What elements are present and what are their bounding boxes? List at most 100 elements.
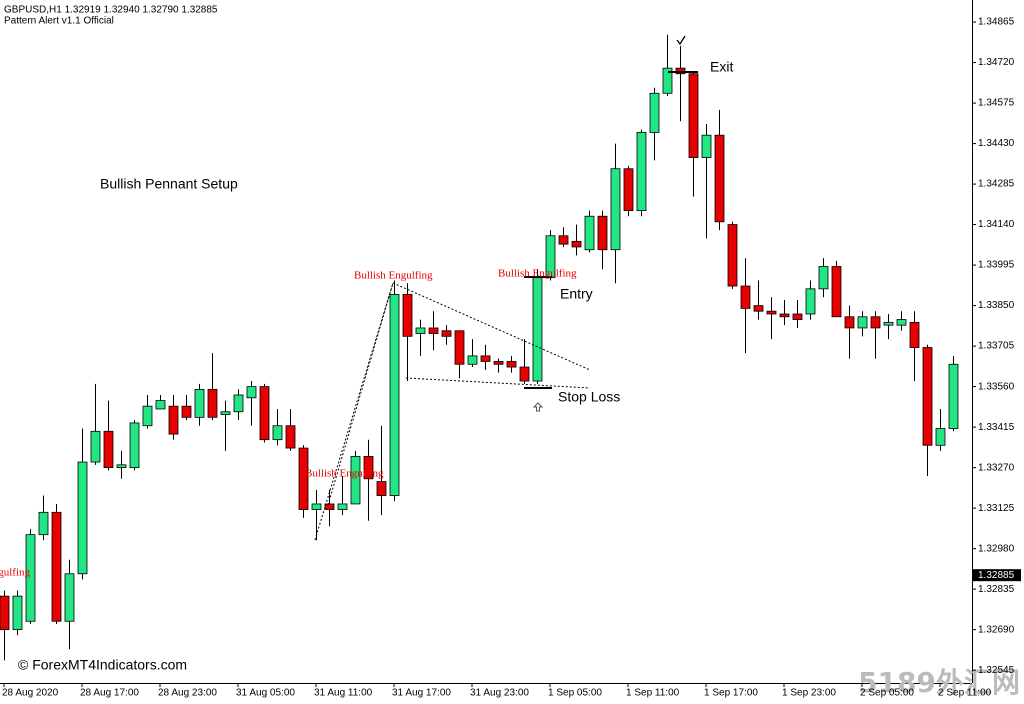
current-price-box bbox=[973, 569, 1021, 582]
candle-body bbox=[480, 355, 491, 362]
x-tick-label: 31 Aug 23:00 bbox=[470, 688, 529, 699]
candle-body bbox=[467, 355, 478, 365]
candle-body bbox=[740, 285, 751, 309]
candle bbox=[90, 383, 101, 465]
candle-body bbox=[610, 168, 621, 251]
candle-body bbox=[727, 224, 738, 287]
y-tick-label: 1.33560 bbox=[978, 381, 1015, 392]
y-tick-label: 1.33995 bbox=[978, 260, 1015, 271]
y-tick-label: 1.32690 bbox=[978, 624, 1015, 635]
candle-body bbox=[363, 456, 374, 480]
candle-body bbox=[337, 503, 348, 510]
y-tick-label: 1.34865 bbox=[978, 17, 1015, 28]
candle bbox=[597, 210, 608, 270]
watermark: 5189外汇网 bbox=[858, 666, 1020, 699]
x-tick-label: 2 Sep 05:00 bbox=[860, 688, 914, 699]
candle-body bbox=[233, 394, 244, 413]
candle-body bbox=[12, 595, 23, 631]
current-price-label: 1.32885 bbox=[978, 570, 1015, 581]
candle bbox=[454, 330, 465, 379]
candle-body bbox=[870, 316, 881, 329]
y-tick-label: 1.32835 bbox=[978, 584, 1015, 595]
candle bbox=[571, 224, 582, 256]
candle bbox=[532, 269, 543, 384]
candle bbox=[831, 260, 842, 318]
candle-body bbox=[493, 361, 504, 365]
candle-body bbox=[831, 266, 842, 318]
candle bbox=[64, 559, 75, 650]
x-tick-label: 1 Sep 23:00 bbox=[782, 688, 836, 699]
candle bbox=[805, 280, 816, 320]
x-tick-label: 1 Sep 11:00 bbox=[626, 688, 680, 699]
candle-body bbox=[948, 363, 959, 429]
candle-body bbox=[103, 430, 114, 469]
candle-body bbox=[506, 361, 517, 368]
candle-body bbox=[662, 67, 673, 94]
candle-body bbox=[415, 327, 426, 334]
candle-body bbox=[181, 405, 192, 418]
candle bbox=[701, 124, 712, 239]
candle-body bbox=[129, 422, 140, 469]
candle bbox=[857, 311, 868, 337]
candle bbox=[298, 445, 309, 518]
candle-body bbox=[636, 132, 647, 212]
candle bbox=[428, 311, 439, 351]
candle bbox=[376, 425, 387, 516]
stop-loss-label: Stop Loss bbox=[558, 389, 620, 405]
candle bbox=[272, 408, 283, 446]
candle-body bbox=[428, 327, 439, 334]
candle-body bbox=[766, 310, 777, 315]
symbol-line: GBPUSD,H1 1.32919 1.32940 1.32790 1.3288… bbox=[4, 5, 218, 16]
plot bbox=[0, 34, 959, 661]
candle-body bbox=[909, 321, 920, 348]
candle bbox=[844, 305, 855, 359]
candle bbox=[350, 450, 361, 505]
candle bbox=[740, 258, 751, 354]
candle-body bbox=[805, 288, 816, 315]
candle bbox=[12, 590, 23, 636]
candle-body bbox=[532, 277, 543, 382]
y-tick-label: 1.34285 bbox=[978, 179, 1015, 190]
candle-body bbox=[402, 294, 413, 337]
candle bbox=[558, 227, 569, 247]
candle-body bbox=[376, 481, 387, 496]
candle-body bbox=[38, 511, 49, 536]
candle bbox=[155, 394, 166, 410]
candle-body bbox=[64, 573, 75, 622]
candle-body bbox=[324, 503, 335, 510]
candle bbox=[311, 489, 322, 541]
candle-body bbox=[649, 92, 660, 133]
candle bbox=[935, 408, 946, 451]
candle bbox=[493, 358, 504, 373]
candle-body bbox=[116, 464, 127, 469]
candle bbox=[259, 383, 270, 443]
candle-body bbox=[584, 215, 595, 251]
entry-arrow bbox=[532, 402, 544, 412]
candle bbox=[77, 428, 88, 580]
candle-body bbox=[155, 400, 166, 410]
candle-body bbox=[779, 313, 790, 318]
indicator-name: Pattern Alert v1.1 Official bbox=[4, 16, 114, 27]
candle-body bbox=[350, 456, 361, 505]
y-tick-label: 1.33850 bbox=[978, 300, 1015, 311]
candle bbox=[766, 297, 777, 340]
candle-body bbox=[454, 330, 465, 365]
candle-body bbox=[90, 430, 101, 463]
candle bbox=[792, 300, 803, 328]
y-tick-label: 1.34720 bbox=[978, 57, 1015, 68]
y-tick-label: 1.34430 bbox=[978, 138, 1015, 149]
x-tick-label: 1 Sep 17:00 bbox=[704, 688, 758, 699]
candle bbox=[584, 210, 595, 253]
x-tick-label: 31 Aug 11:00 bbox=[314, 688, 373, 699]
candle-body bbox=[519, 366, 530, 382]
candle-body bbox=[194, 389, 205, 418]
candle bbox=[246, 381, 257, 426]
candle-body bbox=[688, 73, 699, 158]
candle-body bbox=[389, 294, 400, 496]
candle-body bbox=[441, 330, 452, 337]
candle bbox=[389, 280, 400, 502]
entry-label: Entry bbox=[560, 286, 593, 302]
pattern-label: Bullish Engulfing bbox=[305, 468, 384, 480]
pattern-label: Bullish Engulfing bbox=[354, 270, 433, 282]
y-tick-label: 1.33415 bbox=[978, 422, 1015, 433]
